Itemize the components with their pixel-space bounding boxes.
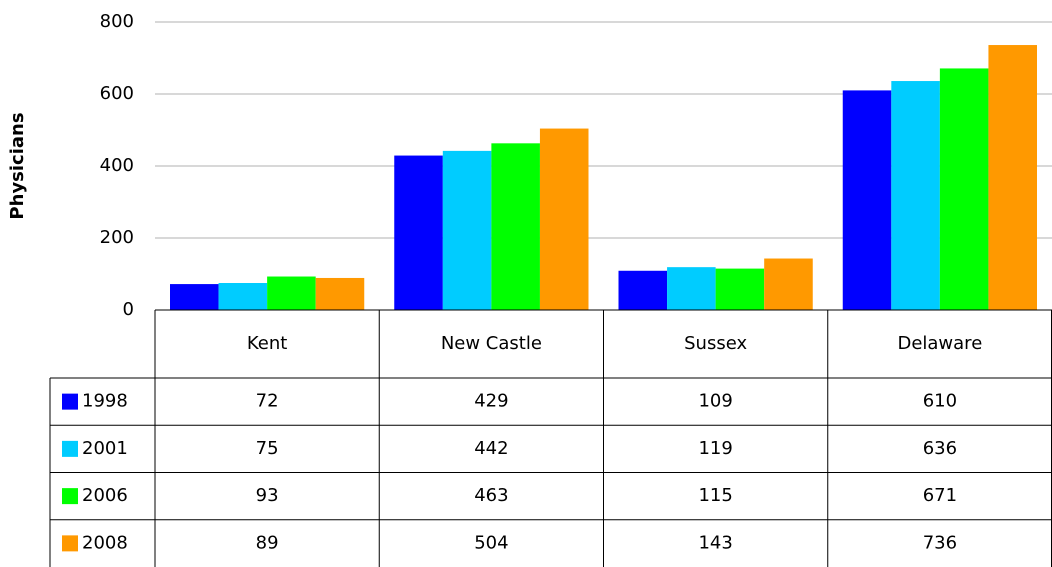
- y-axis-label: Physicians: [7, 112, 28, 219]
- bar: [667, 267, 716, 310]
- bar: [170, 284, 219, 310]
- legend-swatch: [62, 535, 78, 552]
- table-value: 636: [923, 438, 957, 459]
- table-value: 504: [474, 532, 508, 553]
- table-value: 671: [923, 485, 957, 506]
- legend-swatch: [62, 488, 78, 505]
- legend-swatch: [62, 440, 78, 457]
- bar: [618, 270, 668, 310]
- bar: [939, 68, 989, 310]
- bar: [764, 258, 813, 310]
- bar: [218, 283, 268, 310]
- y-tick-label: 400: [100, 155, 134, 176]
- x-tick-label: Sussex: [684, 333, 747, 354]
- table-value: 143: [698, 532, 732, 553]
- bar: [491, 143, 540, 310]
- y-tick-label: 600: [100, 83, 134, 104]
- x-tick-label: New Castle: [441, 333, 542, 354]
- x-tick-label: Kent: [247, 333, 287, 354]
- legend-label: 2006: [82, 485, 128, 506]
- legend-label: 2008: [82, 532, 128, 553]
- bar: [715, 268, 765, 310]
- legend-swatch: [62, 393, 78, 410]
- table-value: 463: [474, 485, 508, 506]
- table-value: 119: [698, 438, 732, 459]
- bar: [267, 276, 316, 310]
- bar: [315, 277, 365, 310]
- table-value: 610: [923, 391, 957, 412]
- table-value: 72: [256, 391, 279, 412]
- table-value: 429: [474, 391, 508, 412]
- bar: [539, 128, 589, 310]
- table-value: 109: [698, 391, 732, 412]
- table-value: 89: [256, 532, 279, 553]
- table-value: 93: [256, 485, 279, 506]
- x-tick-label: Delaware: [897, 333, 982, 354]
- table-value: 736: [923, 532, 957, 553]
- bar: [891, 81, 940, 310]
- bar: [842, 90, 892, 311]
- y-tick-label: 200: [100, 227, 134, 248]
- legend-label: 1998: [82, 391, 128, 412]
- y-tick-label: 0: [123, 299, 134, 320]
- table-value: 115: [698, 485, 732, 506]
- bar: [394, 155, 443, 310]
- y-tick-label: 800: [100, 11, 134, 32]
- table-value: 442: [474, 438, 508, 459]
- table-value: 75: [256, 438, 279, 459]
- bar: [988, 45, 1037, 310]
- legend-label: 2001: [82, 438, 128, 459]
- bar: [442, 150, 492, 310]
